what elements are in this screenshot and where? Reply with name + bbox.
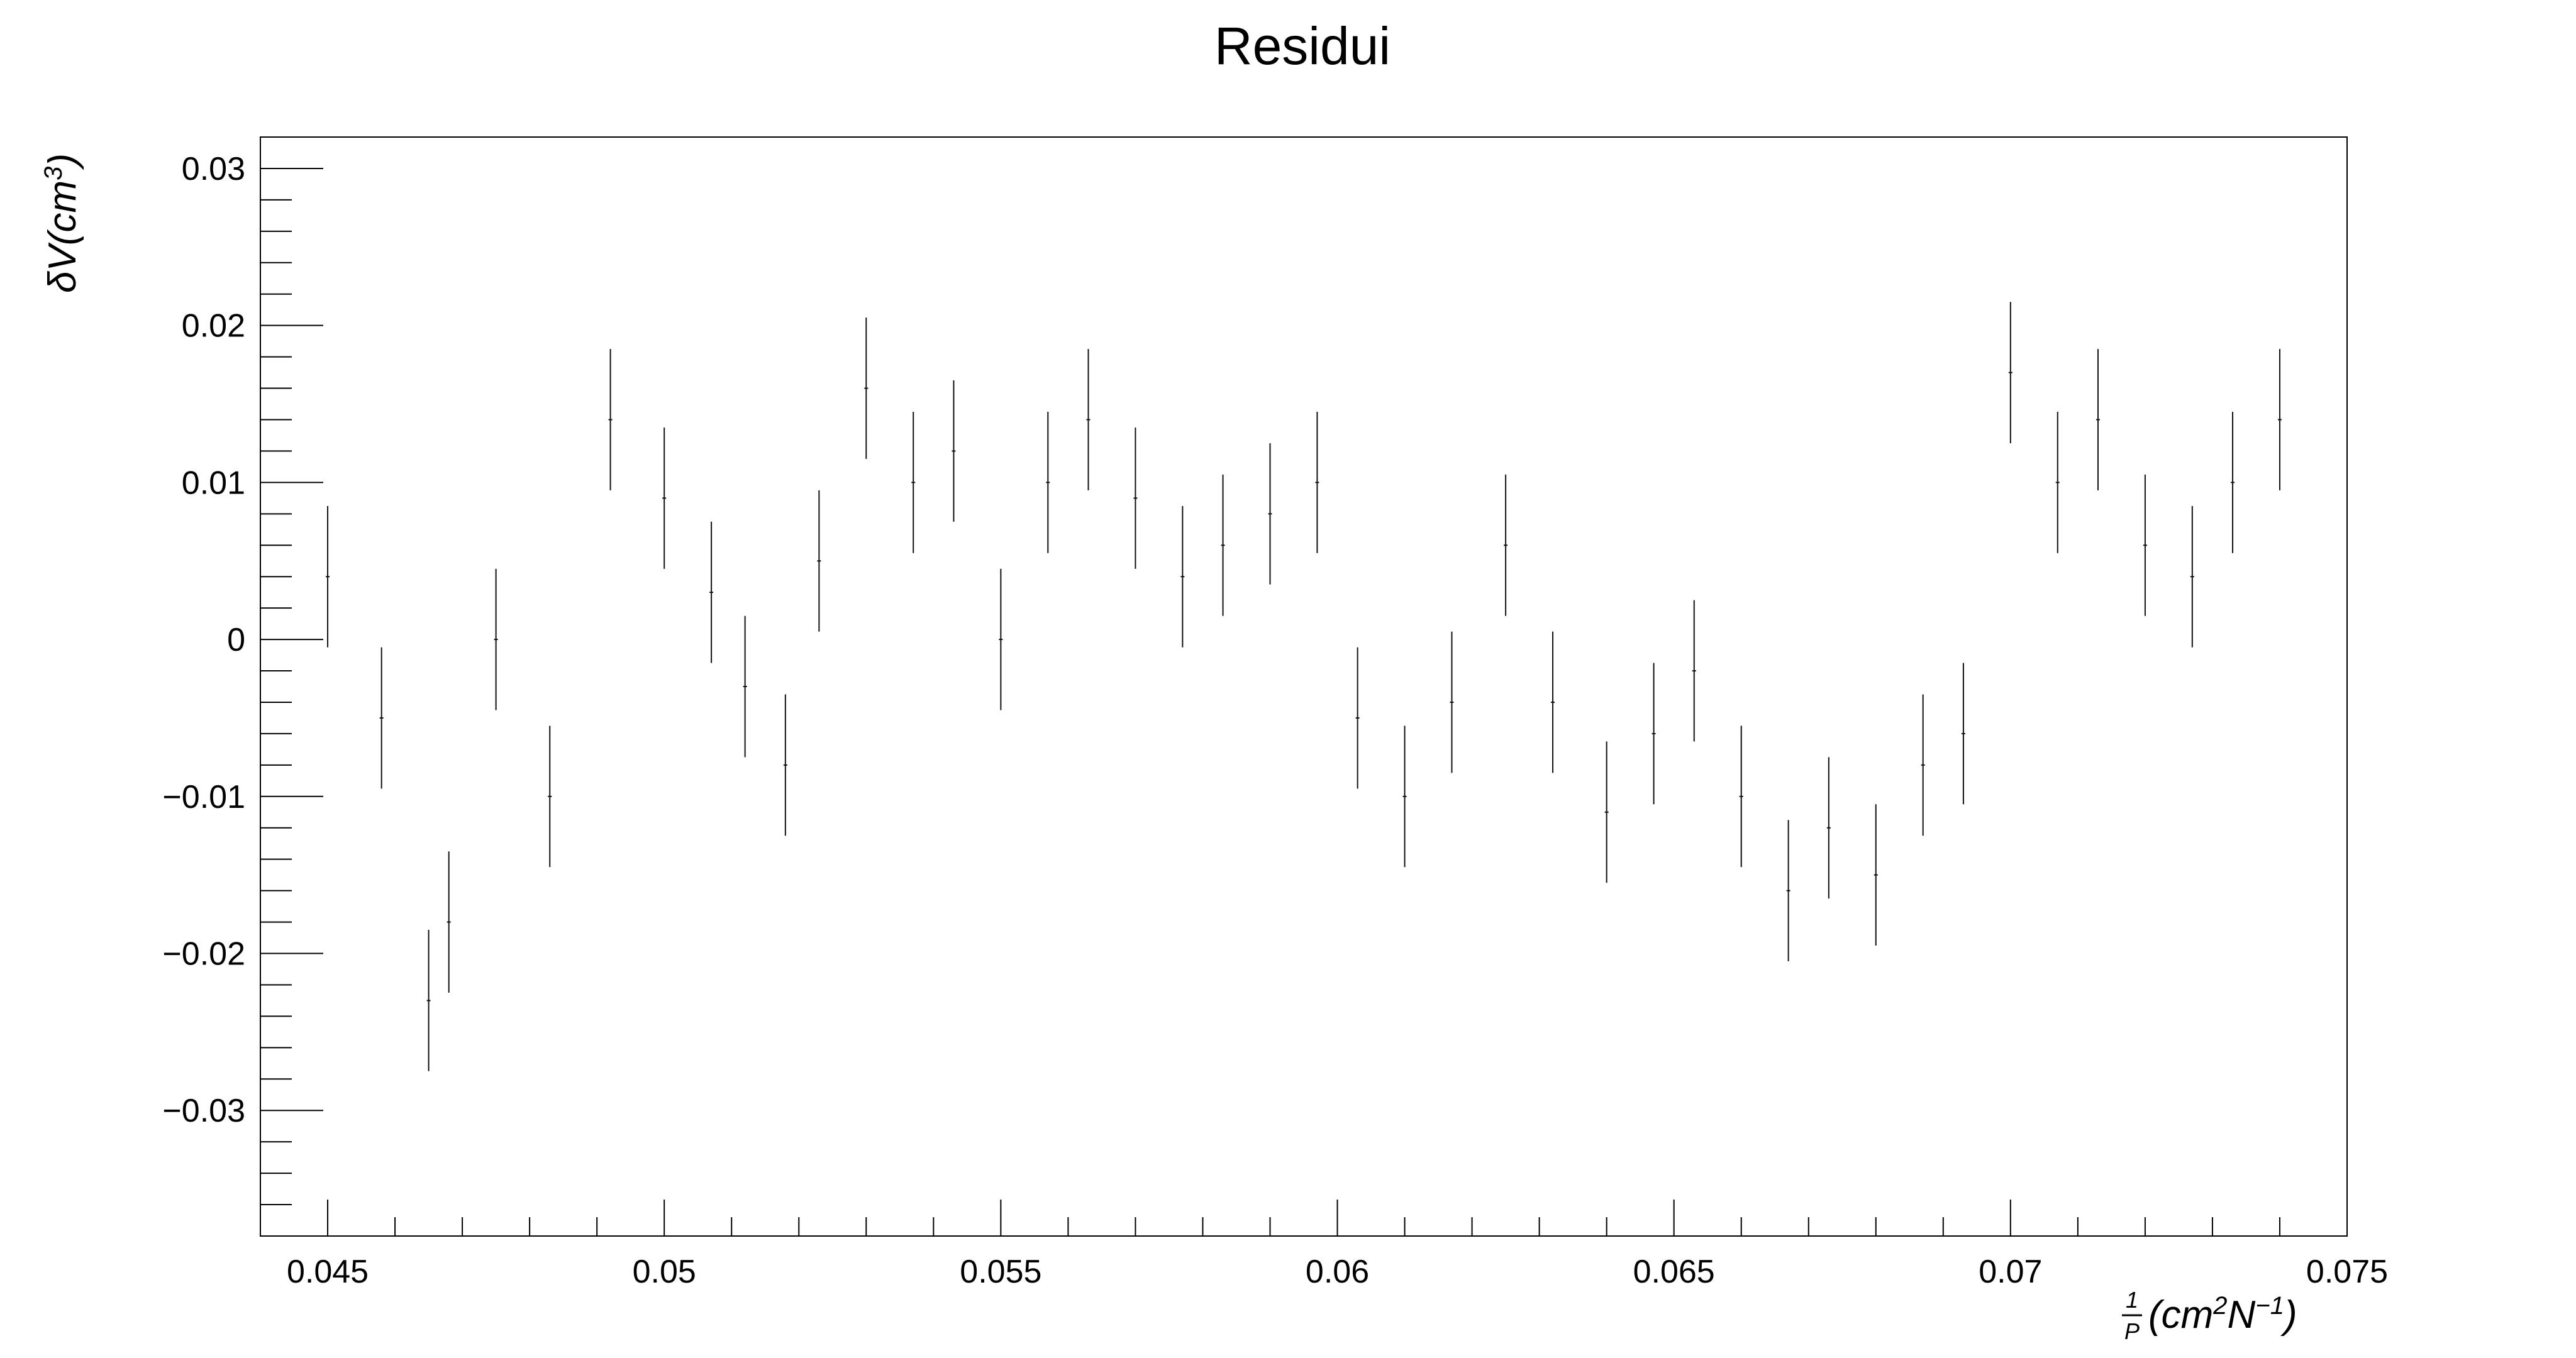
x-tick-label: 0.07 <box>1979 1254 2042 1290</box>
data-point <box>494 568 498 710</box>
y-tick-label: −0.01 <box>162 779 245 815</box>
data-point <box>2008 302 2012 443</box>
x-tick-label: 0.055 <box>960 1254 1041 1290</box>
data-point <box>743 616 747 758</box>
data-point <box>1874 804 1878 946</box>
x-tick-label: 0.075 <box>2306 1254 2388 1290</box>
data-point <box>1221 474 1225 616</box>
x-label-frac-num: 1 <box>2126 1287 2138 1313</box>
x-label-frac-den: P <box>2124 1318 2140 1344</box>
x-label-sup1: 2 <box>2212 1292 2227 1320</box>
x-axis-label: 1 P (cm2N−1) <box>2122 1287 2297 1344</box>
y-label-sup: 3 <box>40 167 67 180</box>
x-tick-label: 0.05 <box>633 1254 696 1290</box>
x-tick-label: 0.045 <box>287 1254 369 1290</box>
x-label-sup2: −1 <box>2255 1292 2284 1320</box>
y-tick-label: 0.03 <box>182 151 245 187</box>
data-point <box>999 568 1003 710</box>
data-point <box>2190 505 2194 648</box>
chart-title: Residui <box>1214 16 1391 75</box>
x-label-mid: N <box>2228 1293 2256 1337</box>
x-tick-label: 0.065 <box>1633 1254 1715 1290</box>
data-point <box>1921 694 1925 836</box>
data-point <box>1504 474 1508 616</box>
x-tick-label: 0.06 <box>1306 1254 1369 1290</box>
data-point <box>864 317 869 459</box>
y-tick-label: 0.02 <box>182 308 245 345</box>
data-point <box>817 490 821 632</box>
data-point <box>1652 663 1656 805</box>
data-point <box>608 349 613 490</box>
y-axis-label: δV(cm3) <box>40 153 84 293</box>
data-point <box>2231 412 2235 553</box>
data-point <box>709 521 714 663</box>
data-point <box>2143 474 2147 616</box>
data-point <box>379 647 384 789</box>
data-point <box>1739 726 1743 868</box>
x-label-units: (cm2N−1) <box>2148 1292 2297 1337</box>
data-point <box>1133 427 1138 569</box>
y-tick-label: −0.02 <box>162 936 245 973</box>
data-point <box>1180 505 1185 648</box>
data-point <box>1551 631 1555 773</box>
data-point <box>326 505 330 648</box>
x-axis: 0.045 0.05 0.055 0.06 0.065 0.07 0.075 <box>260 1200 2388 1290</box>
data-point <box>426 930 431 1071</box>
data-point <box>1961 663 1965 805</box>
y-tick-label: 0.01 <box>182 465 245 501</box>
y-tick-label: −0.03 <box>162 1093 245 1129</box>
data-point <box>1355 647 1360 789</box>
data-point <box>1046 412 1050 553</box>
data-point <box>783 694 787 836</box>
data-point <box>1450 631 1454 773</box>
data-points <box>326 302 2282 1071</box>
data-point <box>2096 349 2100 490</box>
x-label-prefix: (cm <box>2148 1293 2213 1337</box>
data-point <box>1315 412 1319 553</box>
data-point <box>952 380 956 522</box>
data-point <box>2055 412 2060 553</box>
y-label-prefix: δV(cm <box>41 180 84 293</box>
plot-frame <box>260 136 2348 1237</box>
data-point <box>1826 757 1831 899</box>
data-point <box>548 726 552 868</box>
data-point <box>1268 443 1272 585</box>
data-point <box>662 427 667 569</box>
y-axis: 0.03 0.02 0.01 0 −0.01 −0.02 −0.03 <box>162 136 323 1237</box>
y-tick-label: 0 <box>227 622 245 658</box>
data-point <box>2277 349 2282 490</box>
data-point <box>1402 726 1407 868</box>
data-point <box>1692 600 1696 742</box>
data-point <box>911 412 916 553</box>
data-point <box>1786 820 1790 961</box>
data-point <box>447 851 451 993</box>
data-point <box>1086 349 1091 490</box>
data-point <box>1604 741 1609 883</box>
